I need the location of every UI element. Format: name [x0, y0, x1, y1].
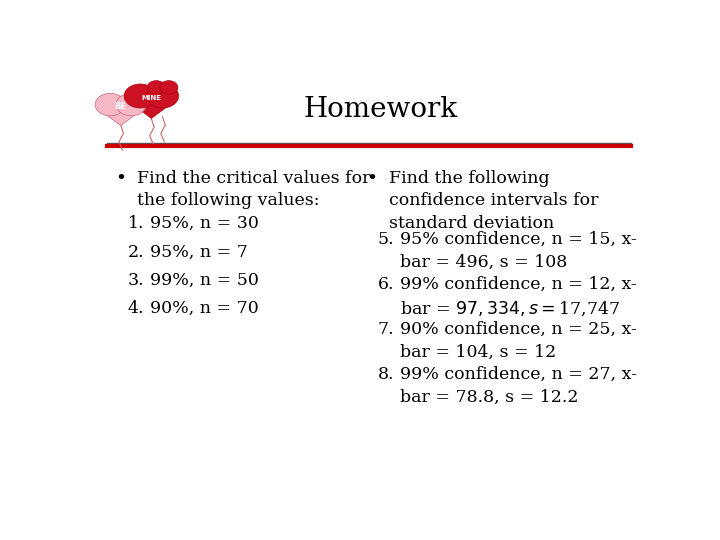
Circle shape [116, 93, 146, 116]
Circle shape [95, 93, 125, 116]
Text: 90% confidence, n = 25, x-
bar = 104, s = 12: 90% confidence, n = 25, x- bar = 104, s … [400, 321, 637, 361]
Text: 95%, n = 30: 95%, n = 30 [150, 215, 259, 232]
Circle shape [124, 84, 156, 108]
Text: •: • [366, 170, 377, 187]
Text: BE: BE [114, 103, 127, 111]
Polygon shape [125, 98, 178, 118]
Text: Find the critical values for
the following values:: Find the critical values for the followi… [138, 170, 371, 210]
Text: 1.: 1. [128, 215, 145, 232]
Text: 95%, n = 7: 95%, n = 7 [150, 244, 248, 261]
Text: 90%, n = 70: 90%, n = 70 [150, 300, 259, 317]
Text: 99% confidence, n = 27, x-
bar = 78.8, s = 12.2: 99% confidence, n = 27, x- bar = 78.8, s… [400, 366, 637, 406]
Text: 4.: 4. [128, 300, 145, 317]
Circle shape [147, 80, 166, 94]
Circle shape [146, 84, 179, 108]
Text: 7.: 7. [378, 321, 395, 338]
Text: 5.: 5. [378, 231, 395, 248]
Polygon shape [96, 107, 145, 126]
Text: 2.: 2. [128, 244, 145, 261]
Text: •: • [115, 170, 126, 187]
Text: Find the following
confidence intervals for
standard deviation: Find the following confidence intervals … [389, 170, 598, 232]
Text: 99% confidence, n = 12, x-
bar = $97,334, s = $17,747: 99% confidence, n = 12, x- bar = $97,334… [400, 276, 637, 318]
Text: 3.: 3. [128, 272, 145, 289]
Text: 6.: 6. [378, 276, 395, 293]
Text: MINE: MINE [141, 96, 161, 102]
Text: Homework: Homework [303, 96, 457, 123]
Text: 95% confidence, n = 15, x-
bar = 496, s = 108: 95% confidence, n = 15, x- bar = 496, s … [400, 231, 637, 271]
Text: 8.: 8. [378, 366, 395, 383]
Text: 99%, n = 50: 99%, n = 50 [150, 272, 259, 289]
Circle shape [160, 80, 178, 94]
Polygon shape [148, 89, 178, 100]
